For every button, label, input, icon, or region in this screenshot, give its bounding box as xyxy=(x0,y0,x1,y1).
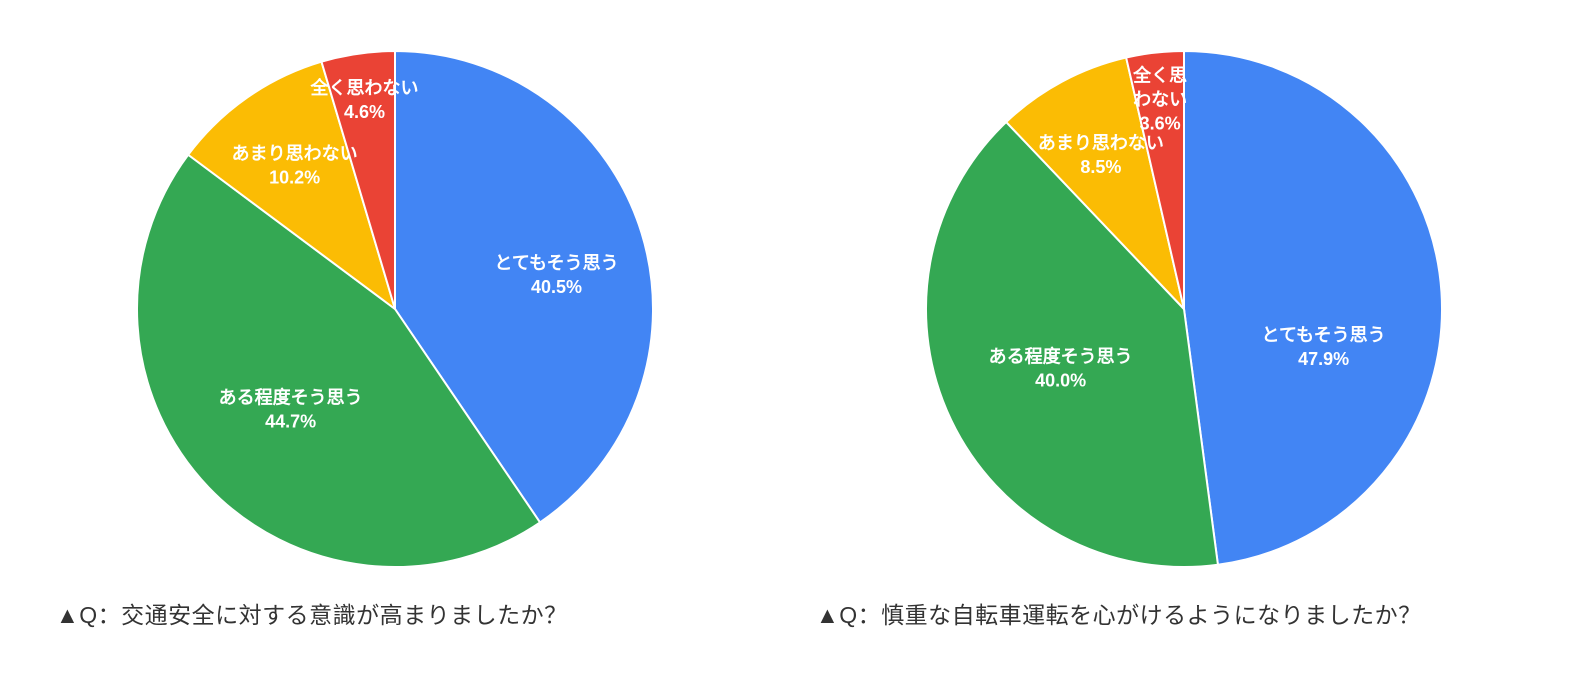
charts-row: とてもそう思う 40.5% ある程度そう思う 44.7% あまり思わない 10.2% 全く思… xyxy=(0,0,1578,630)
figure-careful-cycling: とてもそう思う 47.9% ある程度そう思う 40.0% あまり思わない 8.5% 全く思わ… xyxy=(789,0,1578,630)
pie-slice-label: 全く思わない 3.6% xyxy=(1132,64,1187,133)
pie-slice xyxy=(393,50,654,524)
pie-slice-label: とてもそう思う 47.9% xyxy=(1261,325,1385,369)
pie-slice xyxy=(1182,50,1443,566)
chart-caption: ▲Q：慎重な自転車運転を心がけるようになりましたか？ xyxy=(816,602,1422,628)
chart-caption: ▲Q：交通安全に対する意識が高まりましたか？ xyxy=(56,602,568,628)
pie-slice xyxy=(186,60,396,310)
pie-slice xyxy=(1004,56,1185,310)
pie-slice-label: あまり思わない 10.2% xyxy=(231,144,357,188)
pie-slice xyxy=(1124,50,1185,310)
pie-slice-label: とてもそう思う 40.5% xyxy=(494,253,618,297)
pie-chart-careful-cycling: とてもそう思う 47.9% ある程度そう思う 40.0% あまり思わない 8.5%全く思わ… xyxy=(924,50,1443,568)
pie-slice xyxy=(924,121,1219,568)
pie-slice-label: ある程度そう思う 44.7% xyxy=(218,386,362,431)
pie-slice-label: ある程度そう思う 40.0% xyxy=(988,346,1132,391)
pie-chart-traffic-safety-awareness: とてもそう思う 40.5% ある程度そう思う 44.7% あまり思わない 10.2% 全く思… xyxy=(135,50,654,568)
figure-traffic-safety-awareness: とてもそう思う 40.5% ある程度そう思う 44.7% あまり思わない 10.2% 全く思… xyxy=(0,0,789,630)
pie-slice xyxy=(135,153,541,568)
pie-slice xyxy=(319,50,396,310)
pie-slice-label: あまり思わない 8.5% xyxy=(1037,133,1163,177)
pie-slice-label: 全く思わない 4.6% xyxy=(309,77,418,122)
